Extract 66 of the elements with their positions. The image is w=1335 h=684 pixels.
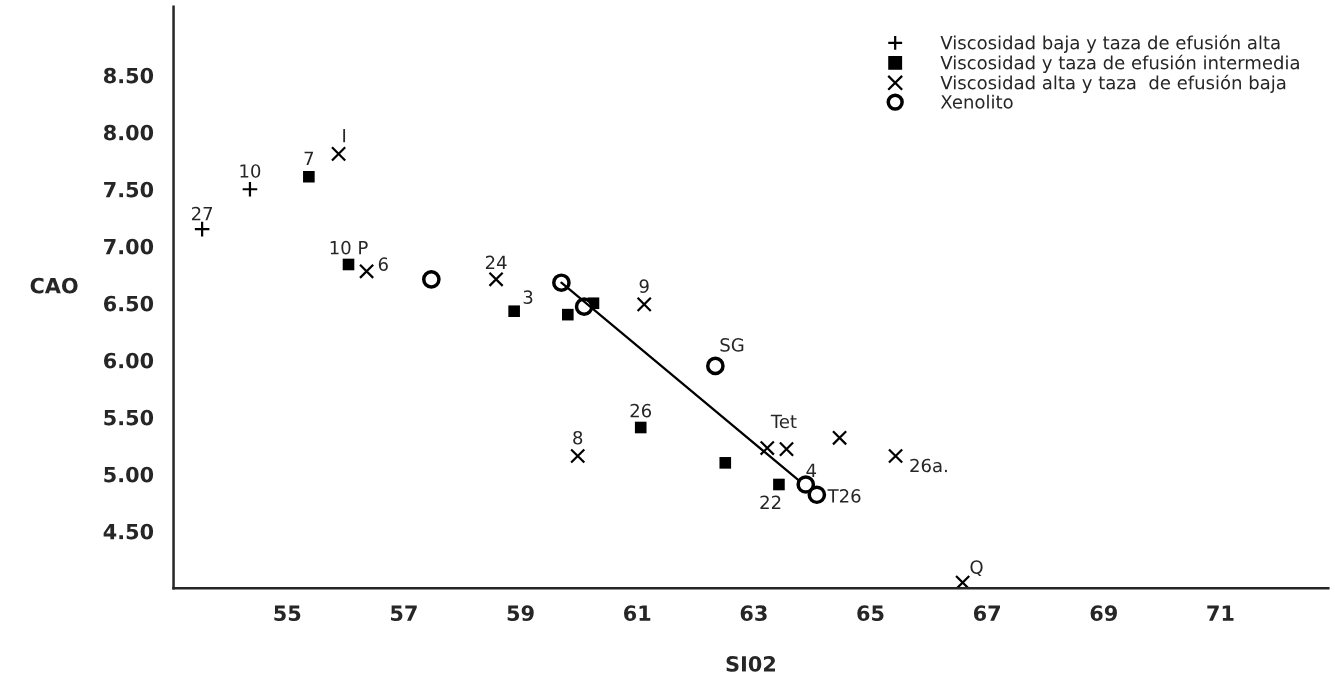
annotation: 6 bbox=[378, 257, 388, 271]
y-tick-label: 6.00 bbox=[104, 352, 154, 369]
point bbox=[831, 430, 848, 446]
x-axis-title: SI02 bbox=[726, 655, 775, 672]
point bbox=[719, 457, 732, 469]
point bbox=[636, 296, 652, 313]
y-tick-label: 4.50 bbox=[103, 523, 154, 540]
annotation: 22 bbox=[760, 495, 781, 509]
annotation: Q bbox=[970, 560, 983, 576]
x-tick-label: 69 bbox=[1090, 605, 1117, 622]
point bbox=[570, 448, 586, 464]
annotation: T26 bbox=[827, 489, 861, 503]
point bbox=[807, 485, 827, 505]
annotation: 10 P bbox=[330, 240, 368, 255]
annotation: Tet bbox=[770, 414, 797, 429]
point bbox=[552, 273, 571, 293]
point bbox=[358, 263, 375, 280]
x-tick-label: 67 bbox=[973, 605, 1000, 622]
point bbox=[562, 308, 574, 321]
legend-label: Viscosidad alta y taza de efusión baja bbox=[940, 74, 1286, 93]
x-tick-label: 61 bbox=[624, 605, 651, 622]
annotation: 24 bbox=[485, 255, 507, 269]
point bbox=[778, 441, 795, 457]
x-tick-label: 65 bbox=[857, 605, 884, 622]
y-tick-label: 8.50 bbox=[103, 67, 154, 84]
annotation: 3 bbox=[523, 290, 533, 304]
annotation: I bbox=[343, 129, 346, 143]
legend-label: Xenolito bbox=[940, 94, 1013, 109]
point bbox=[773, 478, 785, 491]
legend-label: Viscosidad y taza de efusión intermedia bbox=[940, 54, 1299, 73]
point bbox=[488, 271, 504, 287]
x-tick-label: 71 bbox=[1207, 605, 1234, 621]
point bbox=[421, 269, 441, 289]
point bbox=[303, 170, 315, 183]
annotation: 4 bbox=[806, 463, 817, 477]
point bbox=[330, 146, 347, 162]
x-tick-label: 55 bbox=[274, 605, 301, 622]
point bbox=[193, 220, 211, 238]
y-tick-label: 5.50 bbox=[104, 409, 154, 426]
x-tick-label: 59 bbox=[507, 605, 534, 622]
x-tick-label: 63 bbox=[740, 605, 767, 622]
point bbox=[342, 258, 355, 271]
annotation: 9 bbox=[639, 279, 649, 293]
x-tick-label: 57 bbox=[391, 605, 417, 622]
y-tick-label: 7.00 bbox=[104, 238, 154, 255]
y-tick-label: 6.50 bbox=[104, 295, 154, 312]
annotation: 7 bbox=[304, 151, 314, 166]
annotation: 27 bbox=[191, 206, 213, 221]
annotation: SG bbox=[720, 338, 744, 352]
point bbox=[706, 356, 725, 376]
point bbox=[759, 440, 775, 456]
point bbox=[508, 305, 520, 318]
point bbox=[954, 574, 971, 589]
y-tick-label: 8.00 bbox=[103, 124, 154, 141]
point bbox=[796, 475, 816, 494]
annotation: 8 bbox=[573, 430, 583, 445]
y-tick-label: 7.50 bbox=[104, 181, 154, 198]
y-tick-label: 5.00 bbox=[104, 466, 154, 483]
point bbox=[887, 448, 904, 464]
point bbox=[634, 421, 647, 434]
point bbox=[241, 180, 259, 198]
annotation: 10 bbox=[240, 164, 261, 178]
legend-label: Viscosidad baja y taza de efusión alta bbox=[940, 34, 1280, 53]
y-axis-title: CAO bbox=[30, 277, 78, 294]
annotation: 26a. bbox=[910, 458, 947, 473]
annotation: 26 bbox=[630, 403, 652, 418]
